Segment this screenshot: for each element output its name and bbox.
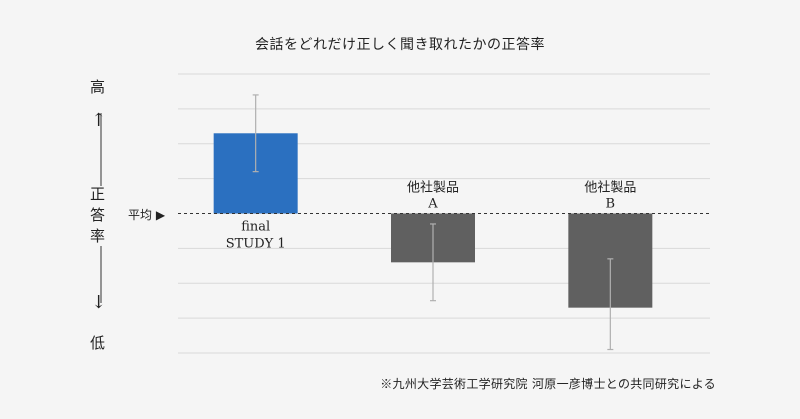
category-label: 他社製品 [407,180,459,196]
y-axis-label: 正答率 [88,186,106,249]
up-arrow-icon: ↑ [91,110,107,131]
category-label: STUDY 1 [226,237,286,252]
source-note: ※九州大学芸術工学研究院 河原一彦博士との共同研究による [380,377,716,391]
average-label: 平均 ▶ [128,206,165,223]
down-arrow-icon: ↓ [91,292,107,313]
category-label: A [427,197,438,212]
category-label: final [241,220,270,235]
y-bottom-label: 低 [90,334,106,352]
average-text: 平均 [128,208,153,222]
category-label: 他社製品 [584,180,636,196]
y-top-label: 高 [90,78,106,96]
chart-title: 会話をどれだけ正しく聞き取れたかの正答率 [255,37,545,53]
category-label: B [606,197,616,212]
triangle-right-icon: ▶ [155,208,166,222]
